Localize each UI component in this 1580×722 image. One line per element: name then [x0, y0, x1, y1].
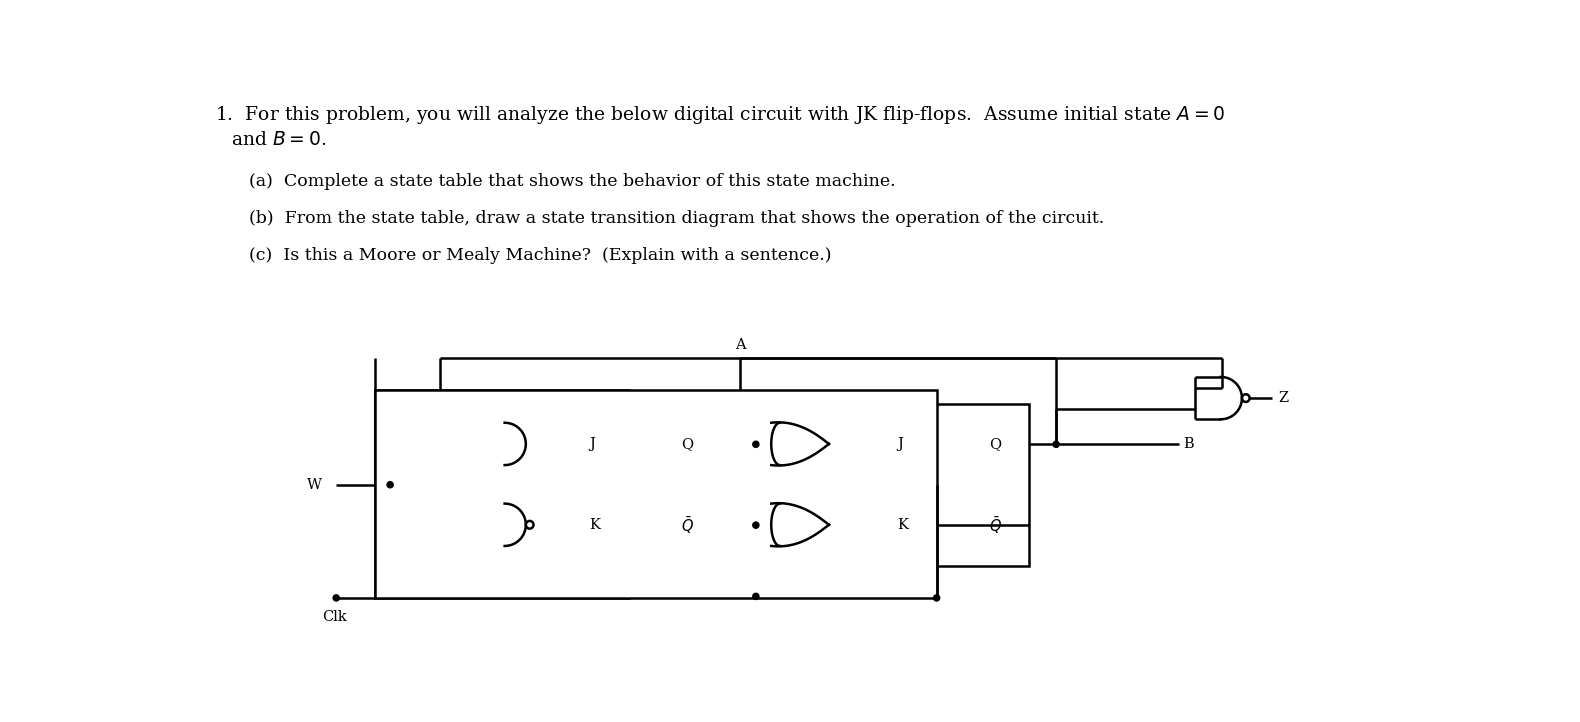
Text: W: W	[308, 478, 322, 492]
Text: $\bar{Q}$: $\bar{Q}$	[989, 515, 1002, 536]
Circle shape	[333, 595, 340, 601]
Circle shape	[752, 593, 758, 599]
Bar	[374, 390, 629, 598]
Text: Q: Q	[989, 438, 1002, 451]
Text: (c)  Is this a Moore or Mealy Machine?  (Explain with a sentence.): (c) Is this a Moore or Mealy Machine? (E…	[250, 247, 831, 264]
Bar	[374, 390, 937, 598]
Text: Clk: Clk	[322, 610, 348, 625]
Text: B: B	[1183, 438, 1194, 451]
Text: (b)  From the state table, draw a state transition diagram that shows the operat: (b) From the state table, draw a state t…	[250, 210, 1104, 227]
Circle shape	[752, 441, 758, 448]
Circle shape	[1052, 441, 1059, 448]
Text: (a)  Complete a state table that shows the behavior of this state machine.: (a) Complete a state table that shows th…	[250, 173, 896, 190]
Text: Z: Z	[1278, 391, 1289, 406]
Circle shape	[752, 522, 758, 529]
Text: Q: Q	[681, 438, 694, 451]
Circle shape	[387, 482, 393, 488]
Text: A: A	[735, 337, 746, 352]
Text: J: J	[589, 438, 596, 451]
Text: 1.  For this problem, you will analyze the below digital circuit with JK flip-fl: 1. For this problem, you will analyze th…	[215, 103, 1226, 126]
Bar	[886, 404, 1029, 565]
Circle shape	[934, 595, 940, 601]
Text: K: K	[589, 518, 600, 532]
Bar	[578, 404, 720, 565]
Text: K: K	[897, 518, 908, 532]
Text: and $B=0$.: and $B=0$.	[231, 131, 325, 149]
Text: $\bar{Q}$: $\bar{Q}$	[681, 515, 694, 536]
Text: J: J	[897, 438, 904, 451]
